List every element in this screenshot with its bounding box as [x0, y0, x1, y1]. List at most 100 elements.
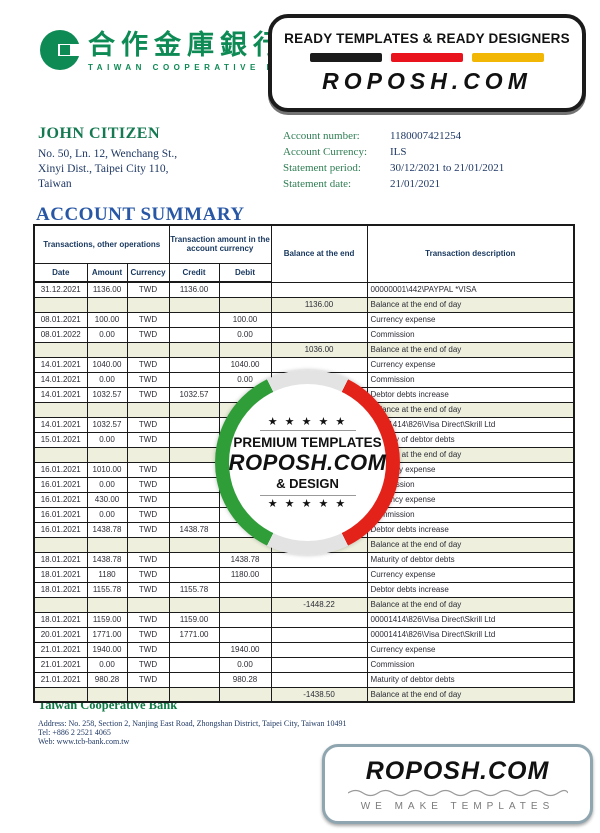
- cell-debit: 0.00: [218, 326, 272, 343]
- cell-debit: [218, 596, 272, 613]
- bottom-badge-tagline: WE MAKE TEMPLATES: [360, 800, 555, 812]
- cell-date: 20.01.2021: [33, 626, 88, 643]
- cell-currency: TWD: [126, 326, 170, 343]
- cell-date: 14.01.2021: [33, 371, 88, 388]
- customer-address-line: No. 50, Ln. 12, Wenchang St.,: [38, 148, 178, 160]
- account-currency-value: ILS: [390, 146, 407, 158]
- badge-color-bar: [391, 53, 463, 62]
- table-row: 18.01.2021 1155.78 TWD 1155.78 Debtor debts …: [33, 581, 575, 598]
- page-title: ACCOUNT SUMMARY: [36, 204, 245, 225]
- cell-balance: [270, 326, 368, 343]
- header-debit: Debit: [218, 262, 272, 283]
- cell-amount: [86, 296, 128, 313]
- cell-balance: [270, 626, 368, 643]
- cell-balance: -1448.22: [270, 596, 368, 613]
- customer-address-line: Xinyi Dist., Taipei City 110,: [38, 163, 169, 175]
- cell-credit: [168, 431, 220, 448]
- cell-credit: [168, 326, 220, 343]
- cell-balance: [270, 641, 368, 658]
- cell-credit: [168, 401, 220, 418]
- cell-balance: [270, 671, 368, 688]
- cell-credit: [168, 671, 220, 688]
- statement-date-value: 21/01/2021: [390, 178, 441, 190]
- cell-currency: TWD: [126, 311, 170, 328]
- watermark-line1: PREMIUM TEMPLATES: [233, 434, 382, 450]
- cell-currency: TWD: [126, 671, 170, 688]
- cell-credit: 1771.00: [168, 626, 220, 643]
- table-row: 08.01.2021 100.00 TWD 100.00 Currency expens…: [33, 311, 575, 328]
- cell-amount: 1940.00: [86, 641, 128, 658]
- roposh-top-badge: READY TEMPLATES & READY DESIGNERS ROPOSH…: [268, 14, 586, 112]
- cell-amount: 1180: [86, 566, 128, 583]
- cell-date: [33, 446, 88, 463]
- cell-amount: 0.00: [86, 371, 128, 388]
- cell-credit: [168, 641, 220, 658]
- cell-balance: [270, 281, 368, 298]
- account-currency-label: Account Currency:: [283, 146, 367, 158]
- cell-description: 00001414\826\Visa Direct\Skrill Ltd: [366, 626, 575, 643]
- cell-date: [33, 401, 88, 418]
- bottom-badge-site: ROPOSH.COM: [365, 756, 550, 785]
- table-row: 21.01.2021 0.00 TWD 0.00 Commission: [33, 656, 575, 673]
- cell-debit: [218, 611, 272, 628]
- cell-amount: 1040.00: [86, 356, 128, 373]
- cell-amount: 0.00: [86, 431, 128, 448]
- account-number-value: 1180007421254: [390, 130, 462, 142]
- cell-credit: [168, 371, 220, 388]
- statement-date-label: Statement date:: [283, 178, 352, 190]
- cell-amount: [86, 446, 128, 463]
- table-row: -1448.22 Balance at the end of day: [33, 596, 575, 613]
- cell-currency: TWD: [126, 566, 170, 583]
- cell-currency: [126, 296, 170, 313]
- statement-period-label: Statement period:: [283, 162, 361, 174]
- cell-currency: TWD: [126, 641, 170, 658]
- transactions-body: 31.12.2021 1136.00 TWD 1136.00 00000001\442\…: [33, 281, 575, 703]
- table-row: 31.12.2021 1136.00 TWD 1136.00 00000001\442\…: [33, 281, 575, 298]
- cell-date: 16.01.2021: [33, 521, 88, 538]
- cell-balance: 1036.00: [270, 341, 368, 358]
- wavy-divider: [347, 789, 568, 796]
- cell-description: Balance at the end of day: [366, 341, 575, 358]
- cell-debit: 100.00: [218, 311, 272, 328]
- cell-balance: 1136.00: [270, 296, 368, 313]
- cell-credit: 1438.78: [168, 521, 220, 538]
- cell-date: 08.01.2022: [33, 326, 88, 343]
- cell-balance: [270, 611, 368, 628]
- cell-date: 14.01.2021: [33, 356, 88, 373]
- cell-date: 21.01.2021: [33, 641, 88, 658]
- cell-debit: [218, 581, 272, 598]
- cell-description: Balance at the end of day: [366, 296, 575, 313]
- cell-debit: [218, 341, 272, 358]
- cell-balance: -1438.50: [270, 686, 368, 703]
- cell-debit: 980.28: [218, 671, 272, 688]
- header-amount-group: Transaction amount in the account curren…: [168, 224, 272, 264]
- cell-description: Maturity of debtor debts: [366, 671, 575, 688]
- cell-currency: TWD: [126, 461, 170, 478]
- cell-currency: TWD: [126, 626, 170, 643]
- cell-credit: [168, 461, 220, 478]
- cell-date: [33, 296, 88, 313]
- cell-balance: [270, 656, 368, 673]
- cell-amount: [86, 536, 128, 553]
- cell-amount: 980.28: [86, 671, 128, 688]
- cell-currency: [126, 596, 170, 613]
- cell-description: Balance at the end of day: [366, 446, 575, 463]
- cell-currency: TWD: [126, 611, 170, 628]
- cell-credit: 1136.00: [168, 281, 220, 298]
- cell-description: Currency expense: [366, 566, 575, 583]
- cell-credit: [168, 686, 220, 703]
- cell-date: 14.01.2021: [33, 386, 88, 403]
- cell-currency: TWD: [126, 656, 170, 673]
- cell-currency: TWD: [126, 581, 170, 598]
- cell-description: 00000001\442\PAYPAL *VISA: [366, 281, 575, 298]
- cell-description: Balance at the end of day: [366, 401, 575, 418]
- cell-debit: 1180.00: [218, 566, 272, 583]
- cell-date: 08.01.2021: [33, 311, 88, 328]
- cell-date: 16.01.2021: [33, 491, 88, 508]
- bank-name-english: TAIWAN COOPERATIVE BANK: [88, 63, 308, 72]
- cell-debit: 0.00: [218, 656, 272, 673]
- table-row: 18.01.2021 1438.78 TWD 1438.78 Maturity of d…: [33, 551, 575, 568]
- bank-logo: 合作金庫銀行 TAIWAN COOPERATIVE BANK: [40, 30, 340, 72]
- cell-description: Currency expense: [366, 311, 575, 328]
- cell-credit: [168, 656, 220, 673]
